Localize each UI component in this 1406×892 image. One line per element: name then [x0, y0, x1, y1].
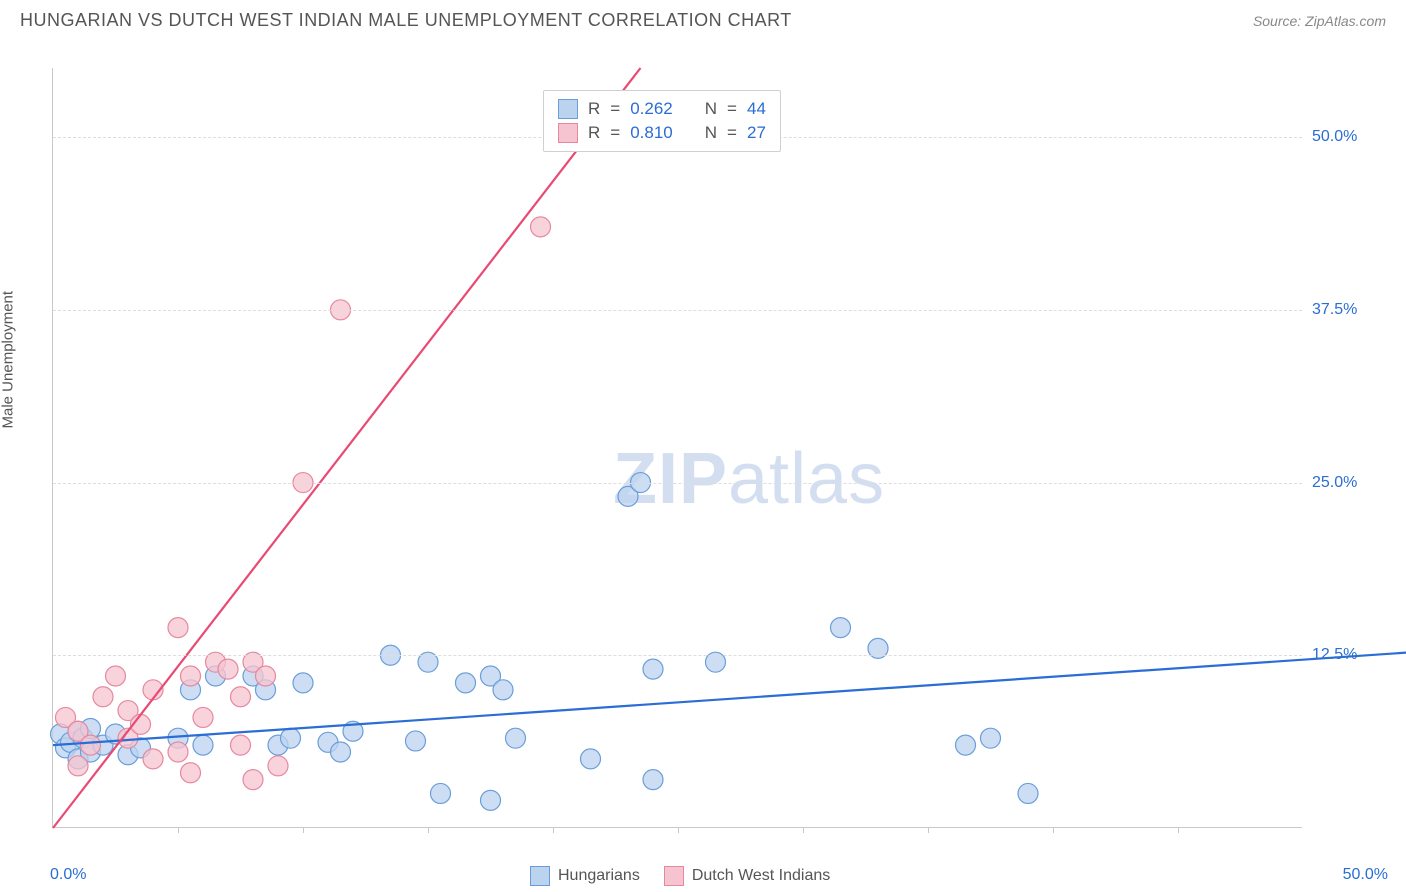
data-point: [256, 666, 276, 686]
eq-sign: =: [727, 123, 737, 143]
data-point: [231, 735, 251, 755]
r-value-hungarians: 0.262: [630, 99, 673, 119]
trend-line: [53, 68, 641, 828]
gridline: [53, 310, 1302, 311]
y-tick-label: 50.0%: [1312, 128, 1392, 146]
data-point: [81, 735, 101, 755]
data-point: [581, 749, 601, 769]
data-point: [331, 742, 351, 762]
plot-svg: [53, 68, 1302, 827]
x-tick-mark: [1053, 827, 1054, 833]
n-label: N: [705, 99, 717, 119]
data-point: [93, 687, 113, 707]
data-point: [493, 680, 513, 700]
eq-sign: =: [610, 99, 620, 119]
data-point: [406, 731, 426, 751]
gridline: [53, 655, 1302, 656]
chart-title: HUNGARIAN VS DUTCH WEST INDIAN MALE UNEM…: [20, 10, 792, 31]
swatch-dutch: [558, 123, 578, 143]
legend-row-hungarians: R = 0.262 N = 44: [558, 97, 766, 121]
data-point: [193, 735, 213, 755]
y-tick-label: 37.5%: [1312, 301, 1392, 319]
eq-sign: =: [610, 123, 620, 143]
n-label: N: [705, 123, 717, 143]
data-point: [231, 687, 251, 707]
x-tick-mark: [303, 827, 304, 833]
source-label: Source:: [1253, 13, 1305, 29]
data-point: [1018, 783, 1038, 803]
plot-area: ZIPatlas R = 0.262 N = 44 R = 0.810 N =: [52, 68, 1302, 828]
data-point: [218, 659, 238, 679]
eq-sign: =: [727, 99, 737, 119]
x-tick-mark: [928, 827, 929, 833]
y-axis-label: Male Unemployment: [0, 291, 17, 429]
gridline: [53, 483, 1302, 484]
data-point: [106, 666, 126, 686]
data-point: [193, 707, 213, 727]
data-point: [981, 728, 1001, 748]
data-point: [831, 618, 851, 638]
data-point: [243, 770, 263, 790]
data-point: [531, 217, 551, 237]
data-point: [643, 770, 663, 790]
r-value-dutch: 0.810: [630, 123, 673, 143]
y-tick-label: 12.5%: [1312, 646, 1392, 664]
x-tick-mark: [1178, 827, 1179, 833]
x-tick-mark: [553, 827, 554, 833]
data-point: [481, 790, 501, 810]
r-label: R: [588, 99, 600, 119]
x-axis-max-label: 50.0%: [1343, 866, 1388, 884]
data-point: [181, 763, 201, 783]
legend-label-dutch: Dutch West Indians: [692, 867, 830, 885]
source-attribution: Source: ZipAtlas.com: [1253, 13, 1386, 29]
x-tick-mark: [678, 827, 679, 833]
data-point: [956, 735, 976, 755]
r-label: R: [588, 123, 600, 143]
data-point: [168, 618, 188, 638]
legend-row-dutch: R = 0.810 N = 27: [558, 121, 766, 145]
x-tick-mark: [803, 827, 804, 833]
y-tick-label: 25.0%: [1312, 474, 1392, 492]
swatch-hungarians-icon: [530, 866, 550, 886]
legend-item-hungarians: Hungarians: [530, 866, 640, 886]
data-point: [506, 728, 526, 748]
swatch-hungarians: [558, 99, 578, 119]
data-point: [281, 728, 301, 748]
data-point: [268, 756, 288, 776]
x-tick-mark: [178, 827, 179, 833]
series-legend: Hungarians Dutch West Indians: [530, 866, 830, 886]
correlation-legend: R = 0.262 N = 44 R = 0.810 N = 27: [543, 90, 781, 152]
source-name: ZipAtlas.com: [1305, 13, 1386, 29]
n-value-hungarians: 44: [747, 99, 766, 119]
legend-label-hungarians: Hungarians: [558, 867, 640, 885]
data-point: [431, 783, 451, 803]
swatch-dutch-icon: [664, 866, 684, 886]
x-axis-origin-label: 0.0%: [50, 866, 86, 884]
data-point: [68, 756, 88, 776]
data-point: [181, 666, 201, 686]
n-value-dutch: 27: [747, 123, 766, 143]
data-point: [143, 749, 163, 769]
data-point: [643, 659, 663, 679]
data-point: [168, 742, 188, 762]
x-tick-mark: [428, 827, 429, 833]
data-point: [293, 673, 313, 693]
legend-item-dutch: Dutch West Indians: [664, 866, 830, 886]
chart-container: Male Unemployment ZIPatlas R = 0.262 N =…: [0, 40, 1406, 892]
data-point: [456, 673, 476, 693]
